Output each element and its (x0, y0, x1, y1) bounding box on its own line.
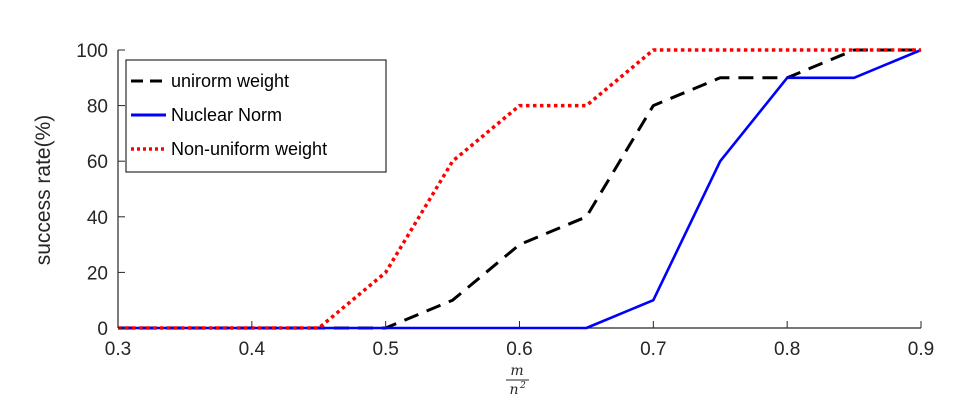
legend-label-nuclear: Nuclear Norm (171, 105, 282, 125)
legend-box (125, 59, 387, 173)
x-tick-label: 0.3 (105, 339, 131, 360)
y-tick-label: 100 (76, 41, 108, 62)
x-tick-label: 0.4 (239, 339, 266, 360)
legend-label-nonuniform: Non-uniform weight (171, 139, 327, 159)
x-label-exponent: 2 (519, 381, 526, 391)
ticks: 0.3 0.4 0.5 0.6 0.7 0.8 0.9 0 20 40 60 80 100 (76, 41, 934, 360)
x-tick-label: 0.9 (908, 339, 934, 360)
y-tick-label: 20 (87, 263, 108, 284)
y-tick-label: 0 (97, 319, 108, 340)
y-tick-label: 60 (87, 152, 108, 173)
x-tick-label: 0.5 (372, 339, 398, 360)
x-label-denominator: n (509, 382, 518, 398)
x-tick-label: 0.6 (506, 339, 532, 360)
x-label-numerator: m (510, 363, 523, 379)
y-axis-label: success rate(%) (32, 115, 55, 266)
y-tick-label: 80 (87, 97, 108, 118)
x-axis-label: m n 2 (506, 363, 529, 398)
x-tick-label: 0.7 (640, 339, 666, 360)
legend-label-uniform: unirorm weight (171, 71, 289, 91)
legend: unirorm weight Nuclear Norm Non-uniform … (125, 59, 387, 173)
y-tick-label: 40 (87, 208, 108, 229)
x-tick-label: 0.8 (774, 339, 800, 360)
